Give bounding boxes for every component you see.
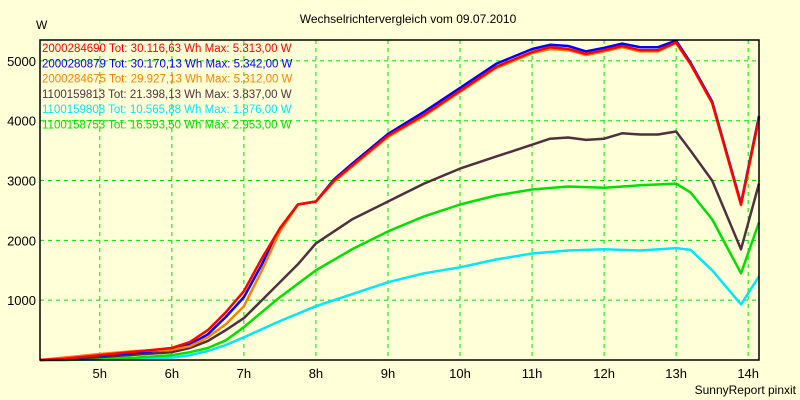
legend-entry: 1100158753 Tot: 16.593,50 Wh Max: 2.953,… bbox=[42, 120, 292, 132]
series-line-2000280879 bbox=[39, 39, 761, 362]
x-tick-label: 12h bbox=[593, 366, 615, 381]
x-tick-label: 8h bbox=[309, 366, 323, 381]
series-line-2000284690 bbox=[39, 41, 761, 362]
footer-credit: SunnyReport pinxit bbox=[695, 383, 797, 397]
legend-entry: 1100159813 Tot: 21.398,13 Wh Max: 3.837,… bbox=[42, 89, 292, 101]
legend-entry: 2000280879 Tot: 30.170,13 Wh Max: 5.342,… bbox=[42, 58, 293, 70]
plot-frame bbox=[39, 39, 760, 361]
x-tick-label: 6h bbox=[165, 366, 179, 381]
legend-entry: 2000284690 Tot: 30.116,63 Wh Max: 5.313,… bbox=[42, 43, 292, 55]
x-tick-label: 14h bbox=[737, 366, 759, 381]
legend: 2000284690 Tot: 30.116,63 Wh Max: 5.313,… bbox=[42, 43, 293, 132]
series-line-1100159808 bbox=[40, 246, 761, 362]
x-tick-label: 11h bbox=[522, 366, 543, 381]
x-tick-label: 13h bbox=[665, 366, 687, 381]
x-tick-label: 9h bbox=[381, 366, 395, 381]
series-lines bbox=[39, 39, 761, 362]
y-axis-label: W bbox=[36, 18, 48, 32]
series-line-1100158753 bbox=[40, 182, 761, 362]
legend-entry: 2000284675 Tot: 29.927,13 Wh Max: 5.312,… bbox=[42, 74, 293, 86]
chart-title: Wechselrichtervergleich vom 09.07.2010 bbox=[300, 12, 517, 26]
y-tick-label: 2000 bbox=[7, 233, 36, 248]
x-tick-label: 10h bbox=[449, 366, 471, 381]
x-tick-label: 7h bbox=[237, 366, 251, 381]
y-tick-labels: 1000 2000 3000 4000 5000 bbox=[7, 54, 36, 308]
legend-entry: 1100159808 Tot: 10.565,88 Wh Max: 1.876,… bbox=[42, 104, 292, 116]
y-tick-label: 1000 bbox=[7, 293, 36, 308]
y-tick-label: 4000 bbox=[7, 114, 36, 129]
x-tick-label: 5h bbox=[93, 366, 107, 381]
x-tick-labels: 5h 6h 7h 8h 9h 10h 11h 12h 13h 14h bbox=[93, 366, 759, 381]
y-tick-label: 3000 bbox=[7, 174, 36, 189]
series-line-1100159813 bbox=[39, 130, 761, 362]
y-tick-label: 5000 bbox=[7, 54, 36, 69]
